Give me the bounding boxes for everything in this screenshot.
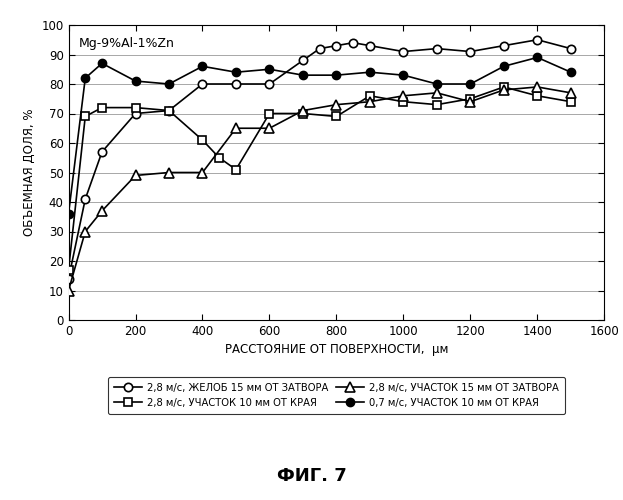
Text: ФИГ. 7: ФИГ. 7 (277, 467, 346, 485)
X-axis label: РАССТОЯНИЕ ОТ ПОВЕРХНОСТИ,  μм: РАССТОЯНИЕ ОТ ПОВЕРХНОСТИ, μм (225, 344, 448, 356)
Y-axis label: ОБЪЕМНАЯ ДОЛЯ, %: ОБЪЕМНАЯ ДОЛЯ, % (23, 109, 36, 236)
Text: Mg-9%Al-1%Zn: Mg-9%Al-1%Zn (78, 37, 174, 50)
Legend: 2,8 м/с, ЖЕЛОБ 15 мм ОТ ЗАТВОРА, 2,8 м/с, УЧАСТОК 10 мм ОТ КРАЯ, 2,8 м/с, УЧАСТО: 2,8 м/с, ЖЕЛОБ 15 мм ОТ ЗАТВОРА, 2,8 м/с… (108, 376, 565, 414)
